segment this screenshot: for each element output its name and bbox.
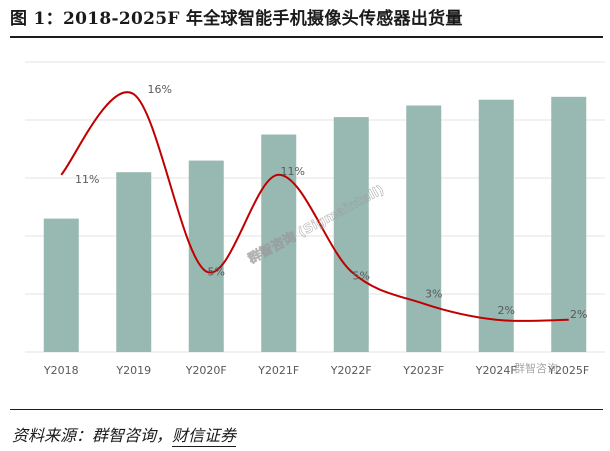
data-label-y2023f: 3% xyxy=(425,288,442,301)
figure-title: 图 1：2018-2025F 年全球智能手机摄像头传感器出货量 xyxy=(10,9,463,29)
bar-y2021f xyxy=(261,134,297,352)
x-tick-y2022f: Y2022F xyxy=(330,364,372,377)
data-label-y2024f: 2% xyxy=(498,304,515,317)
bar-y2024f xyxy=(478,99,514,352)
title-rule xyxy=(10,36,603,38)
watermark-corner: 群智咨询 xyxy=(514,361,558,375)
bar-y2022f xyxy=(333,117,369,352)
x-tick-y2018: Y2018 xyxy=(43,364,79,377)
data-label-y2021f: 11% xyxy=(281,165,305,178)
data-label-y2022f: 5% xyxy=(353,269,370,282)
data-label-y2020f: 5% xyxy=(208,265,225,278)
source-highlight: 财信证券 xyxy=(172,426,237,447)
bar-y2018 xyxy=(43,218,79,352)
bar-y2023f xyxy=(406,105,442,352)
x-tick-y2024f: Y2024F xyxy=(475,364,517,377)
x-tick-y2020f: Y2020F xyxy=(185,364,227,377)
grid-lines xyxy=(25,61,605,353)
data-labels: 11% 16% 5% 11% 5% 3% 2% 2% xyxy=(75,83,587,321)
x-tick-y2025f: Y2025F xyxy=(547,364,589,377)
source-rule xyxy=(10,409,603,410)
bar-y2019 xyxy=(116,172,152,352)
growth-line-series xyxy=(60,91,569,322)
source-note: 资料来源：群智咨询，财信证券 xyxy=(12,422,237,447)
x-axis-ticks: Y2018 Y2019 Y2020F Y2021F Y2022F Y2023F Y2024F… xyxy=(43,364,589,377)
chart-plot: 11% 16% 5% 11% 5% 3% 2% 2% Y2018 Y2019 Y2020F Y202… xyxy=(25,61,605,377)
bar-y2025f xyxy=(551,96,587,352)
x-tick-y2019: Y2019 xyxy=(115,364,151,377)
source-prefix: 资料来源：群智咨询， xyxy=(12,426,173,445)
data-label-y2025f: 2% xyxy=(570,308,587,321)
data-label-y2018: 11% xyxy=(75,173,99,186)
growth-line xyxy=(60,91,569,322)
x-tick-y2023f: Y2023F xyxy=(402,364,444,377)
data-label-y2019: 16% xyxy=(148,83,172,96)
bar-series xyxy=(43,96,587,352)
x-tick-y2021f: Y2021F xyxy=(257,364,299,377)
